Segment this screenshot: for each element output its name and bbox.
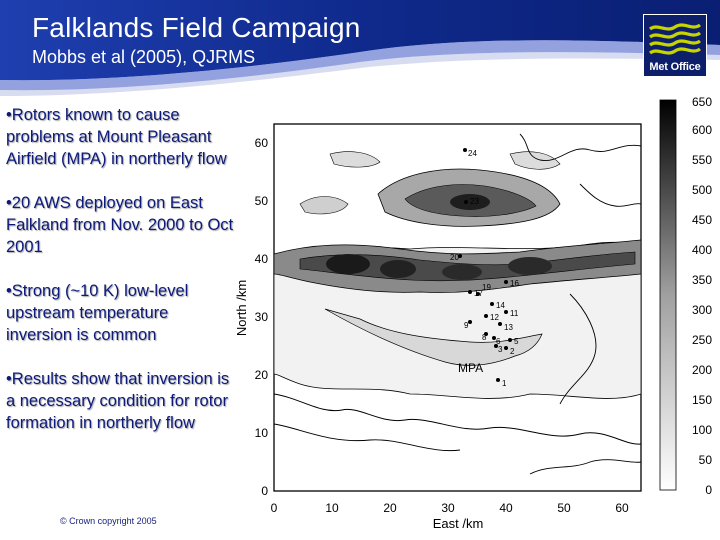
aws-marker [464,200,468,204]
x-tick: 40 [499,501,513,515]
y-axis: 0 10 20 30 40 50 60 North /km [234,136,268,498]
y-tick: 50 [255,194,269,208]
aws-marker [458,254,462,258]
aws-marker [484,332,488,336]
aws-label: 11 [510,309,519,318]
aws-marker [494,344,498,348]
aws-marker [504,346,508,350]
colorbar-label: 200 [692,363,712,377]
page-title: Falklands Field Campaign [32,12,361,43]
colorbar-label: 150 [692,393,712,407]
wave-logo-icon [649,23,701,55]
aws-marker [468,320,472,324]
aws-label: 2 [510,347,515,356]
page-subtitle: Mobbs et al (2005), QJRMS [32,47,256,67]
aws-label: 3 [498,345,503,354]
bullet-inversion: •Strong (~10 K) low-level upstream tempe… [6,282,189,344]
header-banner [0,0,720,100]
x-tick: 0 [271,501,278,515]
aws-label: 20 [450,253,459,262]
colorbar-label: 100 [692,423,712,437]
aws-label: 5 [514,337,519,346]
aws-marker [504,280,508,284]
terrain-map-figure: 24 23 20 17 19 16 14 12 11 9 13 8 6 5 3 … [234,95,713,531]
aws-marker [496,378,500,382]
mpa-label: MPA [458,361,483,375]
aws-label: 9 [464,321,469,330]
aws-label: 13 [504,323,513,332]
x-tick: 50 [557,501,571,515]
colorbar-label: 650 [692,95,712,109]
y-tick: 30 [255,310,269,324]
aws-marker [498,322,502,326]
bullet-list: •Rotors known to cause problems at Mount… [6,104,238,456]
colorbar-label: 600 [692,123,712,137]
aws-marker [476,292,480,296]
colorbar-label: 450 [692,213,712,227]
aws-label: 16 [510,279,519,288]
bullet-aws: •20 AWS deployed on East Falkland from N… [6,194,234,256]
colorbar-label: 400 [692,243,712,257]
colorbar-label: 0 [705,483,712,497]
aws-label: 19 [482,283,491,292]
aws-label: 14 [496,301,505,310]
aws-marker [504,310,508,314]
colorbar-label: 300 [692,303,712,317]
y-tick: 60 [255,136,269,150]
y-tick: 40 [255,252,269,266]
x-tick: 10 [325,501,339,515]
x-tick: 30 [441,501,455,515]
aws-label: 8 [482,333,487,342]
x-axis-title: East /km [433,516,484,531]
aws-marker [468,290,472,294]
bullet-rotors: •Rotors known to cause problems at Mount… [6,106,227,168]
bullet-results: •Results show that inversion is a necess… [6,370,230,432]
y-tick: 0 [261,484,268,498]
colorbar-label: 250 [692,333,712,347]
x-axis: 0 10 20 30 40 50 60 East /km [271,501,629,531]
aws-label: 6 [496,337,501,346]
terrain-contours [273,133,642,475]
y-tick: 10 [255,426,269,440]
colorbar-label: 500 [692,183,712,197]
colorbar-label: 550 [692,153,712,167]
aws-marker [508,338,512,342]
aws-marker [463,148,467,152]
aws-marker [484,314,488,318]
x-tick: 20 [383,501,397,515]
y-tick: 20 [255,368,269,382]
colorbar-label: 350 [692,273,712,287]
aws-marker [490,302,494,306]
colorbar-label: 50 [699,453,713,467]
met-office-logo: Met Office [643,14,707,77]
y-axis-title: North /km [234,280,249,336]
colorbar-gradient [659,99,677,491]
copyright-text: © Crown copyright 2005 [60,516,157,526]
aws-marker [492,336,496,340]
x-tick: 60 [615,501,629,515]
aws-label: 24 [468,149,477,158]
aws-label: 12 [490,313,499,322]
colorbar: 0 50 100 150 200 250 300 350 400 450 500… [659,95,713,497]
logo-text: Met Office [649,61,701,73]
aws-stations: 24 23 20 17 19 16 14 12 11 9 13 8 6 5 3 … [450,148,519,388]
aws-label: 1 [502,379,507,388]
aws-label: 23 [470,197,479,206]
